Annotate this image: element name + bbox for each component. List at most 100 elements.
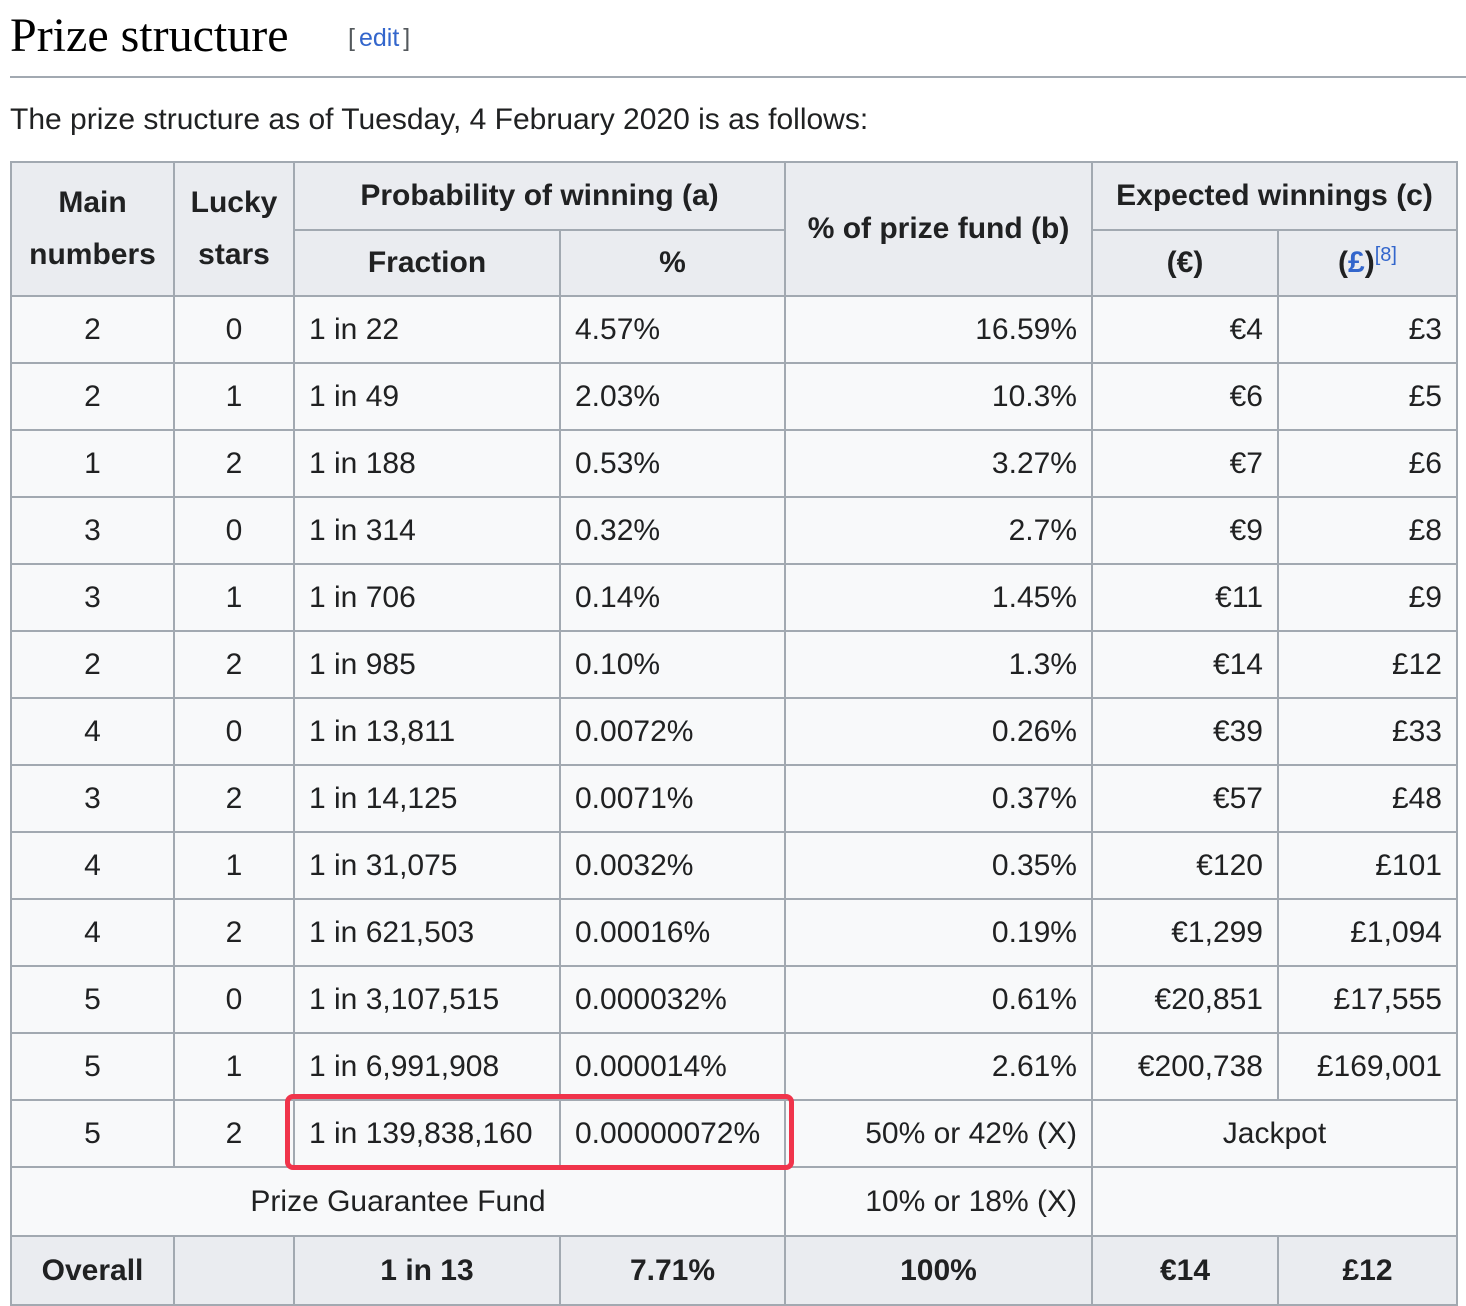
gbp-link[interactable]: £: [1348, 246, 1365, 279]
cell-eur: €1,299: [1091, 898, 1279, 967]
cell-main: 2: [10, 630, 175, 699]
cell-fraction: 1 in 188: [293, 429, 561, 498]
cell-main: 1: [10, 429, 175, 498]
cell-percent: 0.0071%: [559, 764, 786, 833]
table-row: 5 1 1 in 6,991,908 0.000014% 2.61% €200,…: [10, 1032, 1458, 1101]
cell-stars: 1: [173, 563, 295, 632]
cell-percent: 0.10%: [559, 630, 786, 699]
header-prize-fund: % of prize fund (b): [784, 161, 1093, 297]
cell-prize-fund: 2.61%: [784, 1032, 1093, 1101]
cell-percent: 0.0072%: [559, 697, 786, 766]
cell-fraction: 1 in 22: [293, 295, 561, 364]
cell-stars: 0: [173, 496, 295, 565]
header-lucky-line2: stars: [198, 238, 270, 271]
header-gbp: (£)[8]: [1277, 229, 1458, 297]
cell-eur: €120: [1091, 831, 1279, 900]
header-lucky-stars: Lucky stars: [173, 161, 295, 297]
cell-main: 5: [10, 965, 175, 1034]
cell-eur: €6: [1091, 362, 1279, 431]
cell-prize-fund: 1.45%: [784, 563, 1093, 632]
cell-gbp: £169,001: [1277, 1032, 1458, 1101]
cell-fraction: 1 in 49: [293, 362, 561, 431]
edit-section: [edit]: [348, 24, 410, 53]
header-eur: (€): [1091, 229, 1279, 297]
cell-main: 5: [10, 1032, 175, 1101]
cell-percent: 4.57%: [559, 295, 786, 364]
cell-stars: 2: [173, 630, 295, 699]
cell-jackpot: Jackpot: [1091, 1099, 1458, 1168]
cell-stars: 2: [173, 1099, 295, 1168]
cell-stars: 0: [173, 697, 295, 766]
cell-percent: 0.00000072%: [559, 1099, 786, 1168]
cell-fraction: 1 in 314: [293, 496, 561, 565]
header-main-line2: numbers: [29, 238, 156, 271]
cell-prize-fund: 50% or 42% (X): [784, 1099, 1093, 1168]
cell-prize-fund: 0.37%: [784, 764, 1093, 833]
header-gbp-close: ): [1364, 246, 1375, 279]
cell-prize-fund: 0.61%: [784, 965, 1093, 1034]
cell-eur: €9: [1091, 496, 1279, 565]
cell-prize-fund: 10.3%: [784, 362, 1093, 431]
table-row: 1 2 1 in 188 0.53% 3.27% €7 £6: [10, 429, 1458, 498]
header-main-line1: Main: [58, 186, 127, 219]
edit-bracket-close: ]: [403, 24, 411, 52]
cell-fraction: 1 in 139,838,160: [293, 1099, 561, 1168]
cell-percent: 0.14%: [559, 563, 786, 632]
cell-fraction: 1 in 985: [293, 630, 561, 699]
cell-eur: €57: [1091, 764, 1279, 833]
cell-prize-fund: 2.7%: [784, 496, 1093, 565]
cell-overall-fraction: 1 in 13: [293, 1235, 561, 1306]
cell-main: 2: [10, 362, 175, 431]
cell-percent: 0.00016%: [559, 898, 786, 967]
cell-main: 2: [10, 295, 175, 364]
cell-gbp: £3: [1277, 295, 1458, 364]
table-row: 2 1 1 in 49 2.03% 10.3% €6 £5: [10, 362, 1458, 431]
cell-main: 4: [10, 898, 175, 967]
header-percent: %: [559, 229, 786, 297]
table-row: 3 2 1 in 14,125 0.0071% 0.37% €57 £48: [10, 764, 1458, 833]
cell-main: 5: [10, 1099, 175, 1168]
cell-main: 4: [10, 697, 175, 766]
header-probability: Probability of winning (a): [293, 161, 786, 231]
section-heading: Prize structure [edit]: [10, 0, 1466, 78]
cell-eur: €4: [1091, 295, 1279, 364]
cell-gbp: £9: [1277, 563, 1458, 632]
table-row: 2 2 1 in 985 0.10% 1.3% €14 £12: [10, 630, 1458, 699]
cell-eur: €11: [1091, 563, 1279, 632]
cell-overall-gbp: £12: [1277, 1235, 1458, 1306]
guarantee-row: Prize Guarantee Fund 10% or 18% (X): [10, 1166, 1458, 1237]
cell-stars: 1: [173, 362, 295, 431]
cell-fraction: 1 in 6,991,908: [293, 1032, 561, 1101]
table-row: 3 1 1 in 706 0.14% 1.45% €11 £9: [10, 563, 1458, 632]
header-gbp-open: (: [1338, 246, 1349, 279]
cell-prize-fund: 3.27%: [784, 429, 1093, 498]
header-expected-winnings: Expected winnings (c): [1091, 161, 1458, 231]
cell-stars: 2: [173, 429, 295, 498]
cell-overall-eur: €14: [1091, 1235, 1279, 1306]
header-lucky-line1: Lucky: [190, 186, 278, 219]
cell-percent: 0.32%: [559, 496, 786, 565]
cell-prize-fund: 10% or 18% (X): [784, 1166, 1093, 1237]
cell-stars: 2: [173, 764, 295, 833]
cell-main: 3: [10, 764, 175, 833]
cell-percent: 2.03%: [559, 362, 786, 431]
jackpot-row: 5 2 1 in 139,838,160 0.00000072% 50% or …: [10, 1099, 1458, 1168]
cell-main: 3: [10, 563, 175, 632]
table-row: 3 0 1 in 314 0.32% 2.7% €9 £8: [10, 496, 1458, 565]
cell-gbp: £5: [1277, 362, 1458, 431]
cell-gbp: £33: [1277, 697, 1458, 766]
edit-link[interactable]: edit: [358, 24, 400, 52]
header-fraction: Fraction: [293, 229, 561, 297]
cell-fraction: 1 in 31,075: [293, 831, 561, 900]
edit-bracket-open: [: [348, 24, 355, 52]
table-row: 2 0 1 in 22 4.57% 16.59% €4 £3: [10, 295, 1458, 364]
cell-prize-fund: 0.35%: [784, 831, 1093, 900]
cell-gbp: £101: [1277, 831, 1458, 900]
cell-fraction: 1 in 13,811: [293, 697, 561, 766]
reference-link[interactable]: [8]: [1374, 244, 1397, 266]
cell-stars: 0: [173, 295, 295, 364]
cell-stars: 2: [173, 898, 295, 967]
cell-fraction: 1 in 706: [293, 563, 561, 632]
header-main-numbers: Main numbers: [10, 161, 175, 297]
table-row: 5 0 1 in 3,107,515 0.000032% 0.61% €20,8…: [10, 965, 1458, 1034]
